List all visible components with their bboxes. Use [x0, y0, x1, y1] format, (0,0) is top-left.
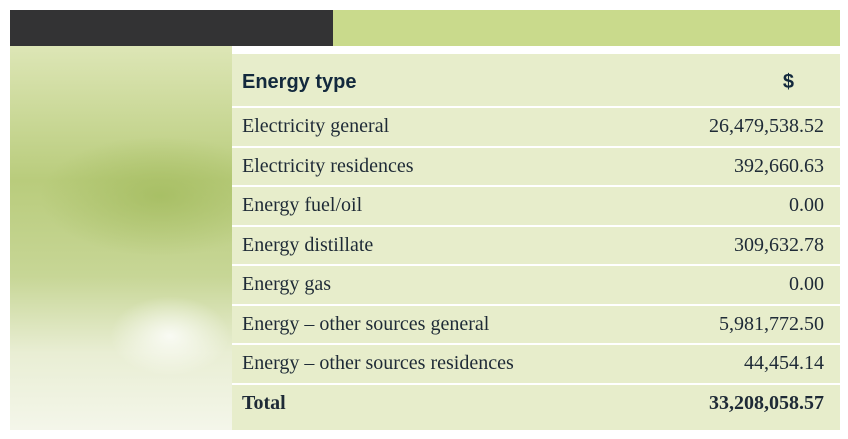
cell: Energy gas: [242, 266, 331, 304]
cell: 309,632.78: [734, 227, 824, 265]
column-header: Energy type: [242, 58, 356, 106]
header-bar-dark: [10, 10, 333, 46]
cell: Energy distillate: [242, 227, 373, 265]
photo: [10, 46, 232, 430]
cell: 0.00: [789, 266, 824, 304]
table-row: Electricity residences 392,660.63: [232, 146, 840, 186]
table-row: Energy gas 0.00: [232, 264, 840, 304]
table-row: Energy – other sources residences 44,454.…: [232, 343, 840, 383]
page: Energy type $ Electricity general 26,479,…: [0, 0, 848, 439]
table-row: Electricity general 26,479,538.52: [232, 106, 840, 146]
cell: Energy fuel/oil: [242, 187, 362, 225]
cell: 5,981,772.50: [719, 306, 824, 344]
cell: Energy – other sources general: [242, 306, 489, 344]
column-header: $: [783, 58, 794, 106]
table-row: Energy distillate 309,632.78: [232, 225, 840, 265]
table-row: Energy fuel/oil 0.00: [232, 185, 840, 225]
table-header: Energy type $: [232, 58, 840, 106]
table-row: Energy – other sources general 5,981,772.…: [232, 304, 840, 344]
cell: 0.00: [789, 187, 824, 225]
cell: 26,479,538.52: [709, 108, 824, 146]
cell: 392,660.63: [734, 148, 824, 186]
cell: Electricity residences: [242, 148, 414, 186]
cell: Energy – other sources residences: [242, 345, 514, 383]
cell: Total: [242, 385, 286, 423]
cell: 44,454.14: [744, 345, 824, 383]
table-row: Total 33,208,058.57: [232, 383, 840, 423]
header-bar-green: [333, 10, 840, 46]
cell: Electricity general: [242, 108, 389, 146]
cell: 33,208,058.57: [709, 385, 824, 423]
